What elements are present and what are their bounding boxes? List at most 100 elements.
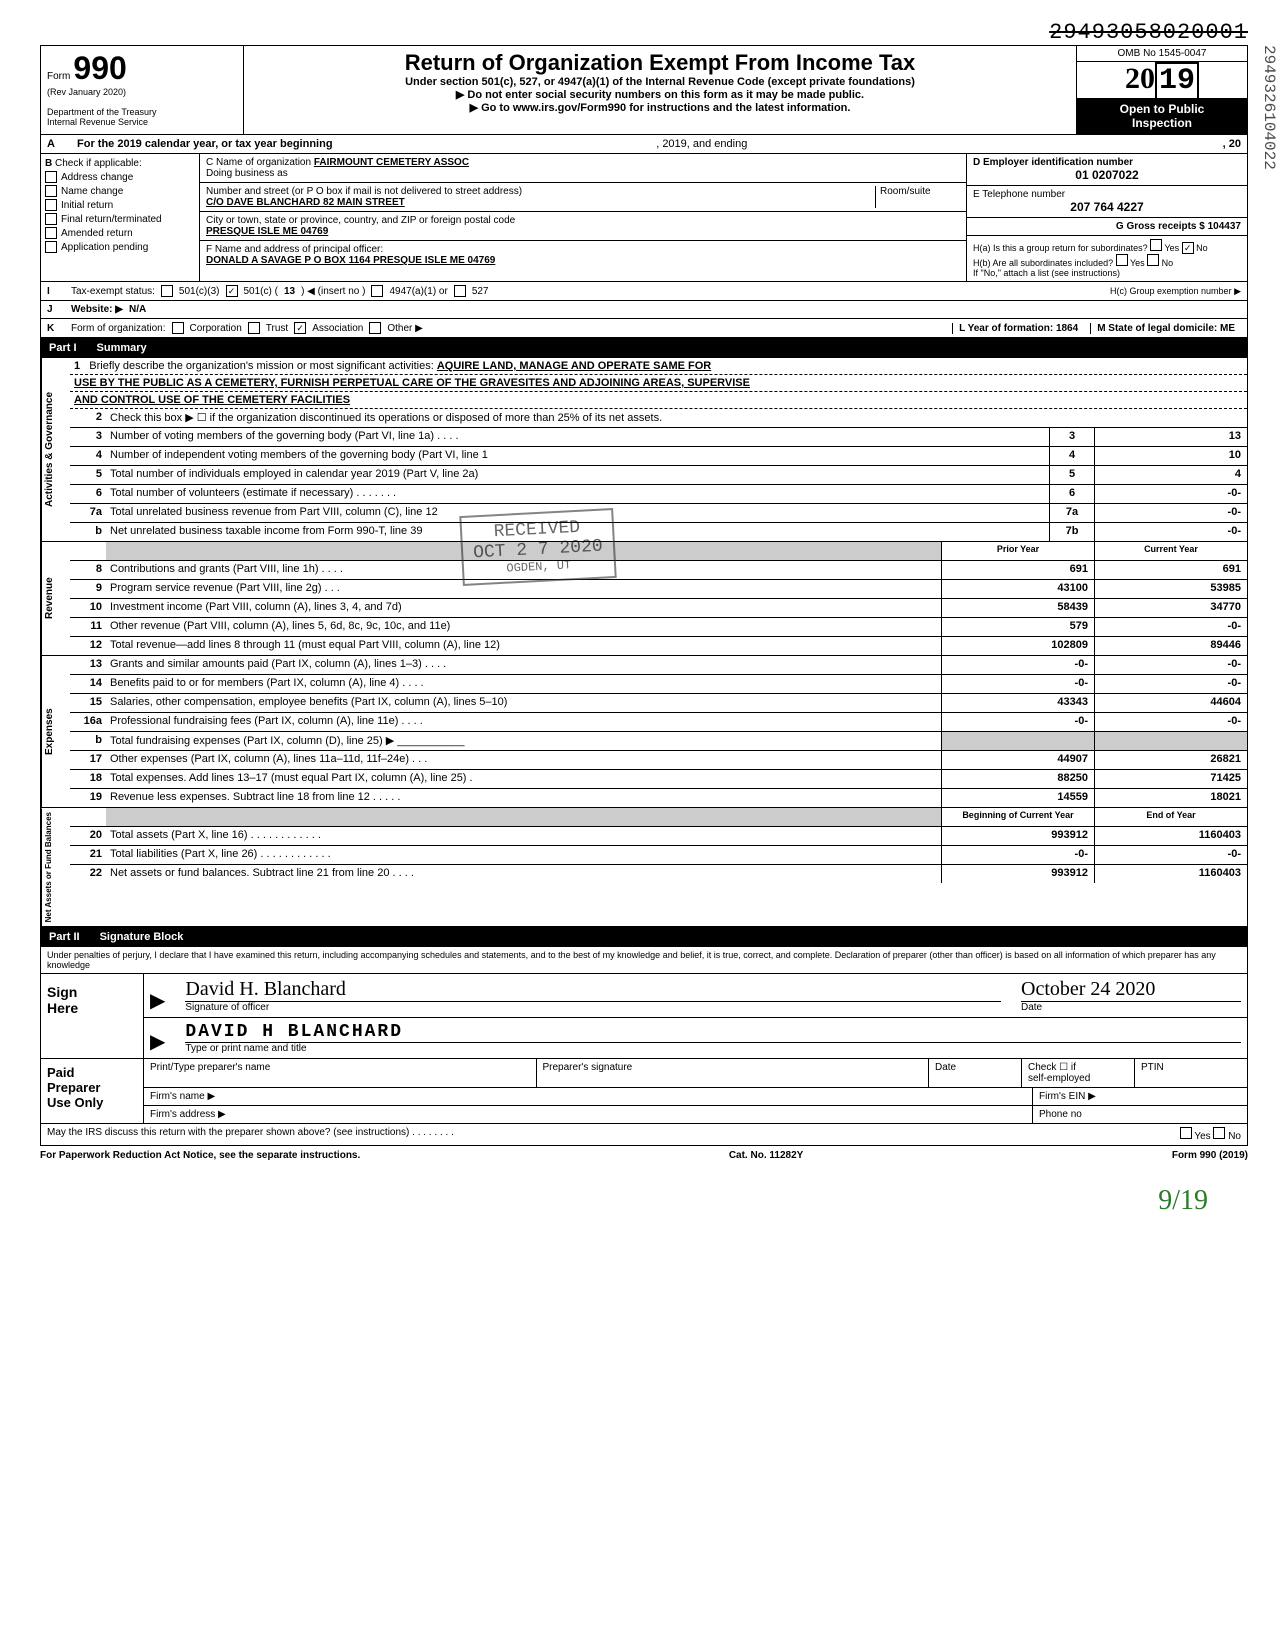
part-2-label: Part II	[49, 931, 80, 943]
opt-trust: Trust	[266, 323, 288, 334]
row-a: A For the 2019 calendar year, or tax yea…	[40, 134, 1248, 153]
chk-other[interactable]	[369, 322, 381, 334]
row-a-text: For the 2019 calendar year, or tax year …	[71, 135, 339, 153]
opt-501c3: 501(c)(3)	[179, 286, 220, 297]
line-num: 6	[70, 485, 106, 503]
summary-line: 13 Grants and similar amounts paid (Part…	[70, 656, 1247, 675]
hb-label: H(b) Are all subordinates included?	[973, 258, 1113, 268]
summary-line: 19 Revenue less expenses. Subtract line …	[70, 789, 1247, 807]
summary-line: 2 Check this box ▶ ☐ if the organization…	[70, 409, 1247, 428]
current-val: -0-	[1094, 618, 1247, 636]
hb-yes-chk[interactable]	[1116, 254, 1128, 266]
prior-val: 58439	[941, 599, 1094, 617]
opt-501c-val: 13	[284, 286, 295, 297]
line-num: 19	[70, 789, 106, 807]
chk-501c[interactable]: ✓	[226, 285, 238, 297]
checkbox-icon[interactable]	[45, 241, 57, 253]
line-num: 3	[70, 428, 106, 446]
line-desc: Grants and similar amounts paid (Part IX…	[106, 656, 941, 674]
year-prefix: 20	[1125, 62, 1155, 95]
hb-no-chk[interactable]	[1147, 254, 1159, 266]
f-value: DONALD A SAVAGE P O BOX 1164 PRESQUE ISL…	[206, 255, 495, 266]
line-num: 5	[70, 466, 106, 484]
line-desc: Total expenses. Add lines 13–17 (must eq…	[106, 770, 941, 788]
mission-lead: Briefly describe the organization's miss…	[89, 360, 433, 372]
part-1-label: Part I	[49, 342, 77, 354]
current-val: -0-	[1094, 656, 1247, 674]
c-name-label: C Name of organization	[206, 157, 311, 168]
checkbox-icon[interactable]	[45, 199, 57, 211]
line-num: 15	[70, 694, 106, 712]
line-j-lbl: J	[47, 304, 65, 315]
summary-line: 14 Benefits paid to or for members (Part…	[70, 675, 1247, 694]
line-desc: Total unrelated business revenue from Pa…	[106, 504, 1049, 522]
opt-501c-suf: ) ◀ (insert no )	[301, 286, 365, 297]
footer-mid: Cat. No. 11282Y	[729, 1150, 803, 1161]
c-name-value: FAIRMOUNT CEMETERY ASSOC	[314, 157, 469, 168]
line-desc: Number of voting members of the governin…	[106, 428, 1049, 446]
line-box-v: -0-	[1094, 504, 1247, 522]
chk-trust[interactable]	[248, 322, 260, 334]
checkbox-icon[interactable]	[45, 213, 57, 225]
summary-line: b Net unrelated business taxable income …	[70, 523, 1247, 541]
current-val: 34770	[1094, 599, 1247, 617]
summary-line: 21 Total liabilities (Part X, line 26) .…	[70, 846, 1247, 865]
chk-corp[interactable]	[172, 322, 184, 334]
summary-line: 16a Professional fundraising fees (Part …	[70, 713, 1247, 732]
line-k: K Form of organization: Corporation Trus…	[40, 318, 1248, 338]
side-number-right: 2949326104022	[1260, 45, 1278, 170]
checkbox-icon[interactable]	[45, 227, 57, 239]
discuss-text: May the IRS discuss this return with the…	[47, 1127, 454, 1142]
summary-line: 8 Contributions and grants (Part VIII, l…	[70, 561, 1247, 580]
f-label: F Name and address of principal officer:	[206, 244, 383, 255]
prior-val: 43100	[941, 580, 1094, 598]
line-box-v: 4	[1094, 466, 1247, 484]
line-desc: Benefits paid to or for members (Part IX…	[106, 675, 941, 693]
line-j: J Website: ▶ N/A	[40, 300, 1248, 318]
strikeout-number: 29493058020001	[40, 20, 1248, 45]
row-a-label: A	[41, 135, 71, 153]
opt-501c: 501(c) (	[244, 286, 278, 297]
prior-val: -0-	[941, 846, 1094, 864]
summary-line: 20 Total assets (Part X, line 16) . . . …	[70, 827, 1247, 846]
chk-501c3[interactable]	[161, 285, 173, 297]
openpub-1: Open to Public	[1077, 102, 1247, 116]
summary-line: 10 Investment income (Part VIII, column …	[70, 599, 1247, 618]
section-bcdefgh: B Check if applicable: Address changeNam…	[40, 153, 1248, 281]
chk-assoc[interactable]: ✓	[294, 322, 306, 334]
line-desc: Total assets (Part X, line 16) . . . . .…	[106, 827, 941, 845]
line-num: 10	[70, 599, 106, 617]
preparer-block: Paid Preparer Use Only Print/Type prepar…	[40, 1059, 1248, 1124]
line-k-lbl: K	[47, 323, 65, 334]
ha-yes: Yes	[1164, 243, 1179, 253]
summary-line: 15 Salaries, other compensation, employe…	[70, 694, 1247, 713]
line-desc: Number of independent voting members of …	[106, 447, 1049, 465]
current-val: 691	[1094, 561, 1247, 579]
chk-4947[interactable]	[371, 285, 383, 297]
ha-yes-chk[interactable]	[1150, 239, 1162, 251]
line-desc: Total number of individuals employed in …	[106, 466, 1049, 484]
e-label: E Telephone number	[973, 189, 1065, 200]
chk-527[interactable]	[454, 285, 466, 297]
line-box-v: 10	[1094, 447, 1247, 465]
chk-label: Initial return	[61, 200, 113, 211]
discuss-yes-chk[interactable]	[1180, 1127, 1192, 1139]
line-num: 4	[70, 447, 106, 465]
line-desc: Total number of volunteers (estimate if …	[106, 485, 1049, 503]
checkbox-icon[interactable]	[45, 185, 57, 197]
form-irs: Internal Revenue Service	[47, 117, 237, 127]
chk-label: Final return/terminated	[61, 214, 162, 225]
checkbox-icon[interactable]	[45, 171, 57, 183]
opt-4947: 4947(a)(1) or	[389, 286, 447, 297]
line-desc: Revenue less expenses. Subtract line 18 …	[106, 789, 941, 807]
form-sub2: ▶ Do not enter social security numbers o…	[250, 88, 1070, 101]
prep-c2: Preparer's signature	[537, 1059, 930, 1087]
discuss-no-chk[interactable]	[1213, 1127, 1225, 1139]
line-num: 21	[70, 846, 106, 864]
line-desc: Investment income (Part VIII, column (A)…	[106, 599, 941, 617]
part-2-header: Part II Signature Block	[40, 927, 1248, 946]
line-num: 2	[70, 409, 106, 427]
ha-no-chk[interactable]: ✓	[1182, 242, 1194, 254]
chk-label: Application pending	[61, 242, 148, 253]
line-i: I Tax-exempt status: 501(c)(3) ✓501(c) (…	[40, 281, 1248, 300]
